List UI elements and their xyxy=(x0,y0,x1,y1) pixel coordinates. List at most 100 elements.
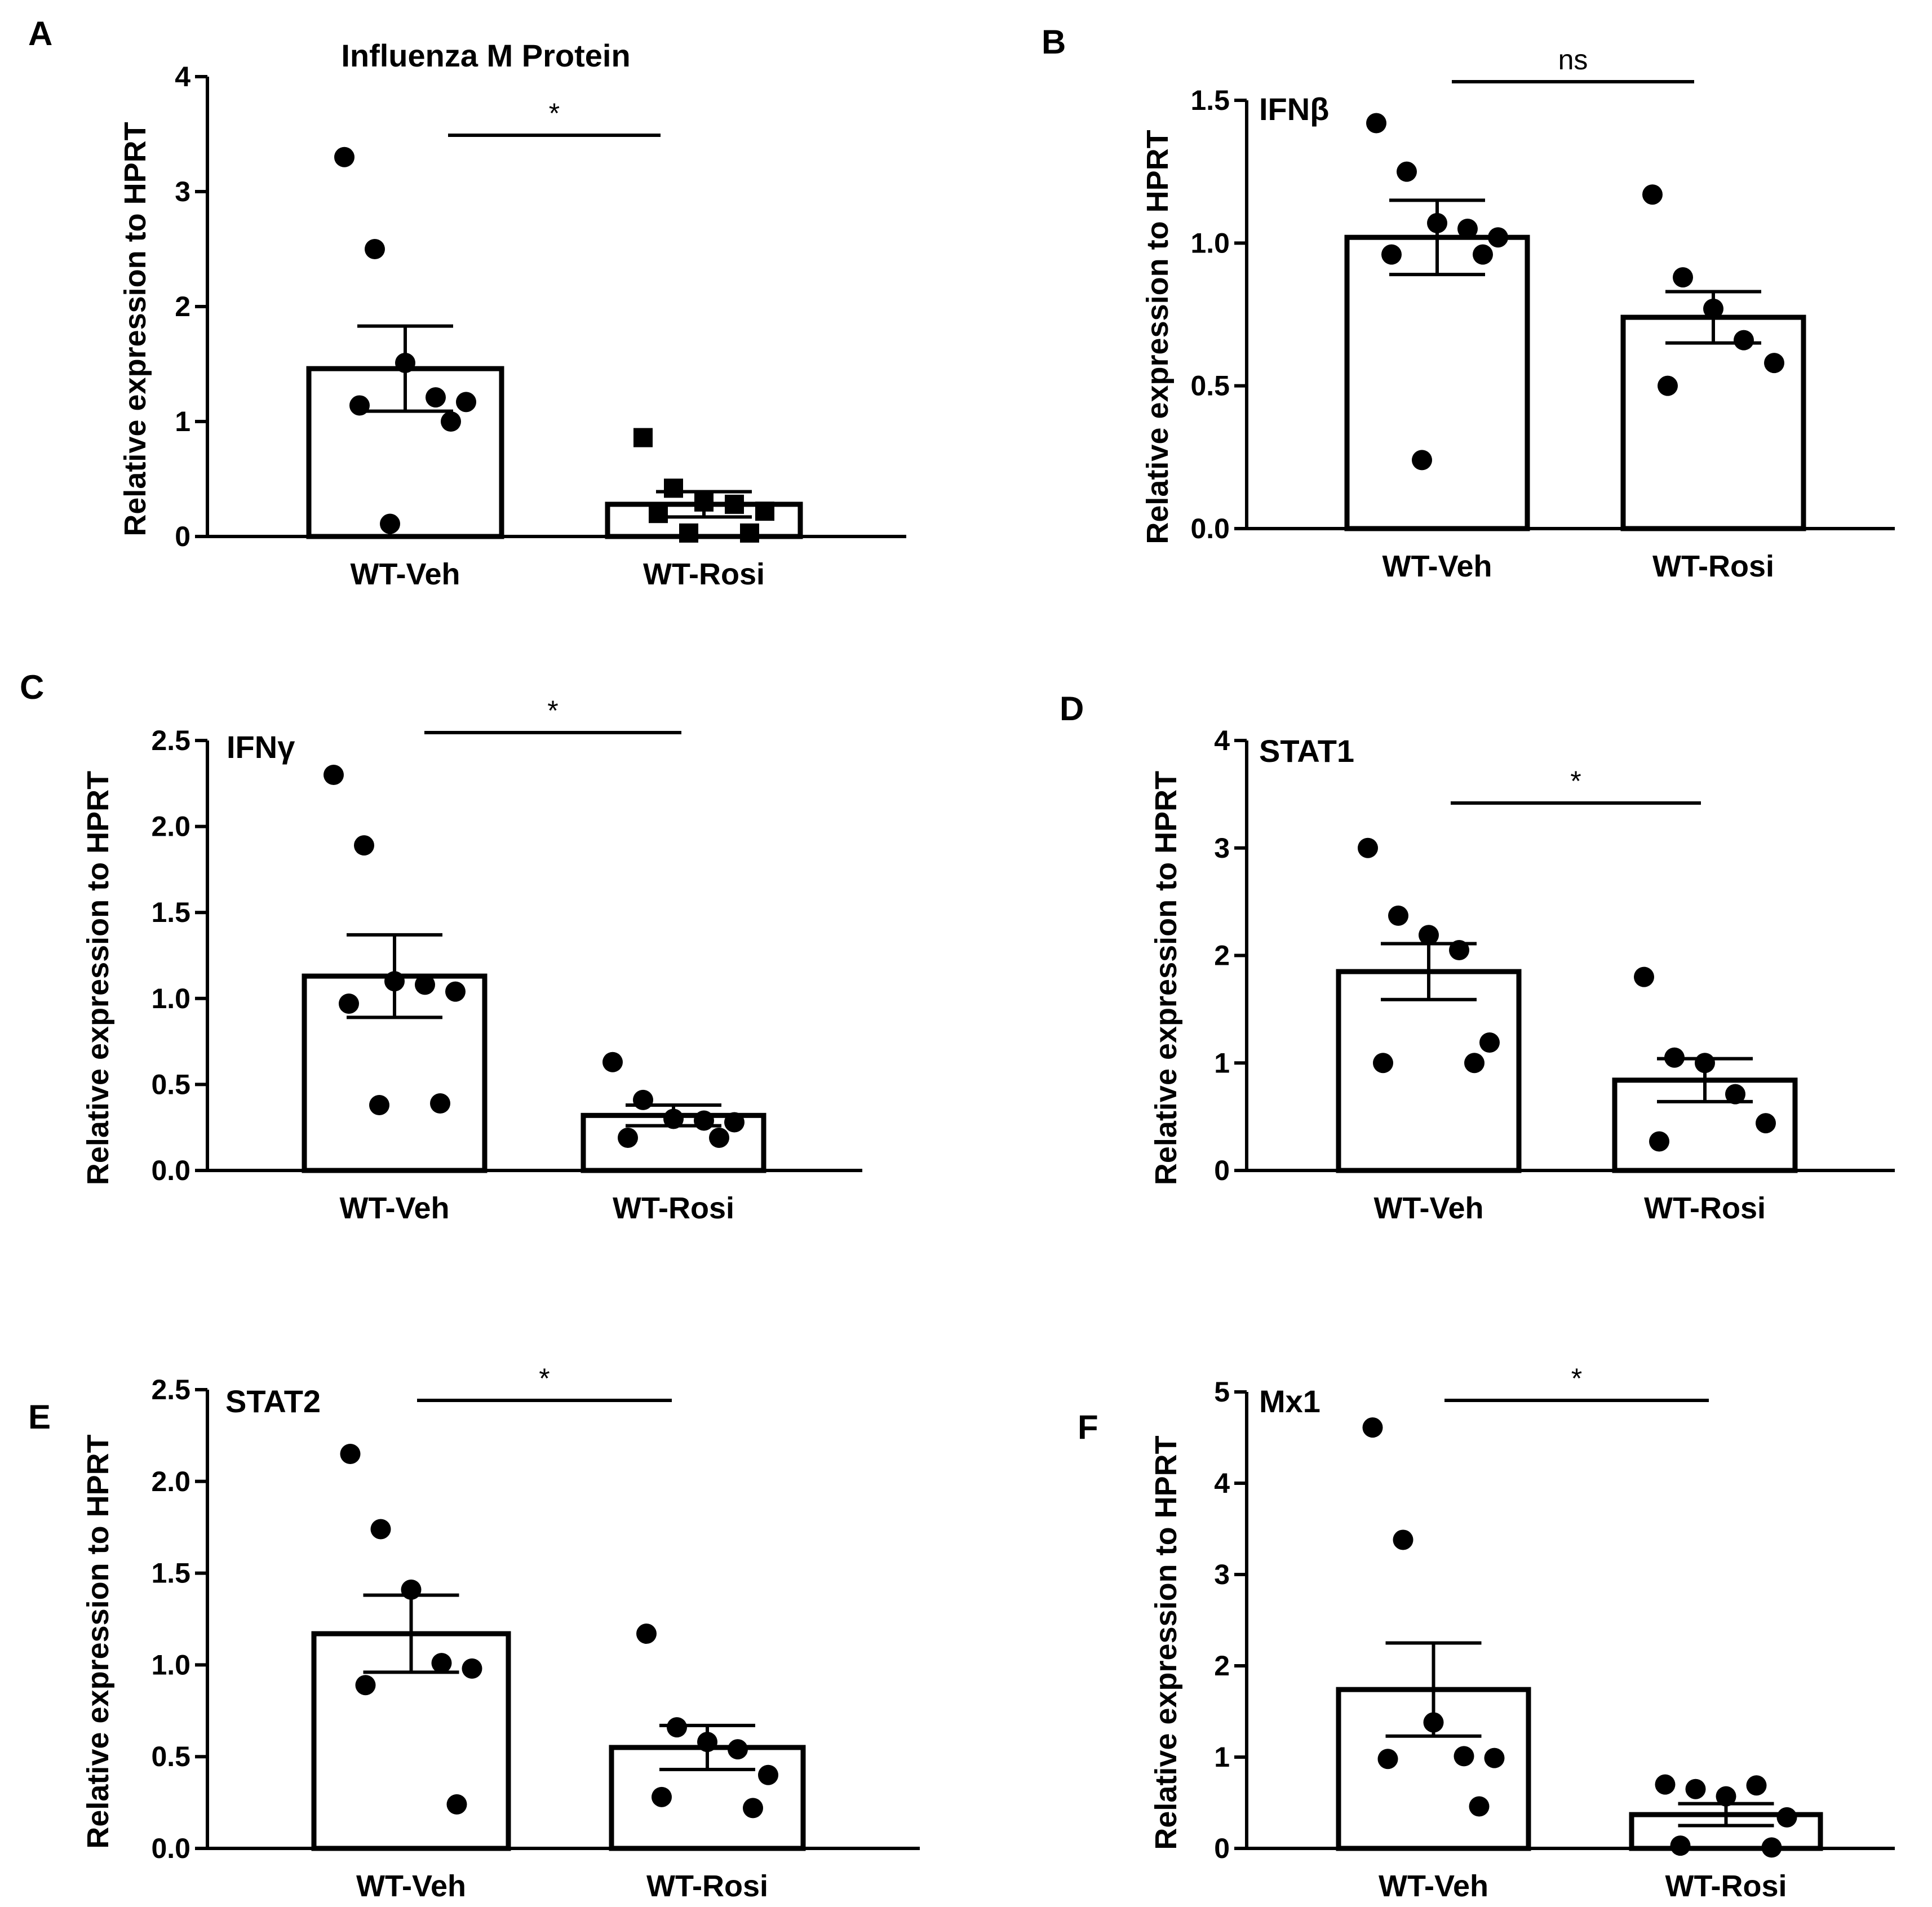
panel-e-point xyxy=(462,1658,482,1679)
panel-d-point xyxy=(1373,1053,1393,1074)
panel-e-letter: E xyxy=(28,1398,51,1436)
panel-e-category-label: WT-Veh xyxy=(356,1869,466,1903)
panel-d-y-tick-label: 4 xyxy=(1214,725,1230,756)
panel-e-point xyxy=(667,1717,687,1738)
panel-f-point xyxy=(1377,1749,1398,1769)
panel-f-category-label: WT-Veh xyxy=(1379,1869,1488,1903)
panel-a-category-label: WT-Rosi xyxy=(643,557,765,591)
panel-c-category-label: WT-Veh xyxy=(339,1191,449,1225)
panel-d-point xyxy=(1725,1084,1745,1105)
panel-c-title: IFNγ xyxy=(227,729,295,765)
panel-c-y-tick-label: 1.5 xyxy=(151,897,190,928)
panel-f-point xyxy=(1469,1796,1490,1817)
panel-c-point xyxy=(415,974,435,995)
panel-e-category-label: WT-Rosi xyxy=(646,1869,768,1903)
panel-e-point xyxy=(652,1786,672,1807)
panel-d: D 0 1 2 3 4 Relative expression to HPRT STAT1 WT… xyxy=(1060,690,1895,1225)
panel-b-point xyxy=(1642,184,1663,205)
panel-d-category-label: WT-Veh xyxy=(1373,1191,1483,1225)
panel-d-y-tick-label: 0 xyxy=(1214,1155,1230,1186)
panel-b-point xyxy=(1703,298,1723,319)
panel-c-point xyxy=(384,971,405,992)
panel-e-y-tick-label: 2.5 xyxy=(151,1374,190,1405)
panel-c-y-tick-label: 0.0 xyxy=(151,1155,190,1186)
panel-f-letter: F xyxy=(1078,1408,1098,1446)
panel-d-point xyxy=(1664,1047,1685,1068)
panel-c-point xyxy=(709,1128,729,1148)
panel-f-point xyxy=(1670,1835,1691,1856)
panel-b-y-tick-label: 1.5 xyxy=(1190,85,1230,116)
panel-f-point xyxy=(1454,1746,1474,1767)
panel-a-point xyxy=(395,352,415,373)
panel-c-point xyxy=(445,981,466,1002)
panel-e-y-tick-label: 0.0 xyxy=(151,1833,190,1864)
panel-b-bar-wt-veh xyxy=(1344,234,1530,531)
panel-e-point xyxy=(431,1653,452,1674)
panel-e: E 0.0 0.5 1.0 1.5 2.0 2.5 Relative expression t… xyxy=(28,1363,920,1903)
panel-a-point xyxy=(649,504,668,524)
panel-c-point xyxy=(663,1108,684,1129)
panel-c-point xyxy=(369,1095,389,1116)
panel-d-letter: D xyxy=(1060,690,1084,728)
panel-f-point xyxy=(1393,1529,1413,1550)
panel-a-y-tick-label: 0 xyxy=(175,521,190,552)
panel-e-point xyxy=(697,1732,717,1753)
panel-b-y-tick-label: 0.5 xyxy=(1190,370,1230,402)
panel-d-point xyxy=(1419,925,1439,946)
panel-c-point xyxy=(694,1110,714,1131)
panel-b-point xyxy=(1734,330,1754,351)
panel-d-point xyxy=(1756,1113,1776,1134)
panel-e-y-tick-label: 2.0 xyxy=(151,1466,190,1497)
panel-f-point xyxy=(1716,1786,1736,1807)
panel-c-point xyxy=(602,1052,623,1072)
panel-a-point xyxy=(740,523,759,543)
panel-f-point xyxy=(1746,1775,1767,1796)
panel-d-point xyxy=(1634,966,1654,987)
panel-c-point xyxy=(430,1093,450,1114)
panel-f-title: Mx1 xyxy=(1259,1383,1321,1419)
panel-b-point xyxy=(1764,353,1784,374)
panel-d-y-tick-label: 3 xyxy=(1214,832,1230,864)
panel-a-category-label: WT-Veh xyxy=(350,557,460,591)
panel-c-category-label: WT-Rosi xyxy=(613,1191,734,1225)
panel-e-y-axis-label: Relative expression to HPRT xyxy=(81,1434,115,1848)
panel-b-y-tick-label: 1.0 xyxy=(1190,227,1230,259)
panel-a-significance-label: * xyxy=(549,97,560,129)
panel-b-bar-wt-rosi xyxy=(1620,314,1806,531)
panel-f-point xyxy=(1484,1748,1505,1768)
panel-b-significance-label: ns xyxy=(1558,44,1588,76)
panel-d-point xyxy=(1464,1053,1485,1074)
panel-f-y-tick-label: 5 xyxy=(1214,1376,1230,1408)
panel-a-point xyxy=(349,395,370,416)
panel-e-point xyxy=(446,1794,467,1815)
panel-c-point xyxy=(339,993,359,1014)
panel-e-significance-label: * xyxy=(539,1363,550,1394)
panel-c-y-tick-label: 2.5 xyxy=(151,725,190,756)
panel-a-point xyxy=(426,387,446,408)
panel-a-point xyxy=(334,147,355,167)
panel-a-point xyxy=(679,523,698,543)
panel-a: A 0 1 2 3 4 Relative expression to HPRT Influen… xyxy=(28,15,906,591)
panel-a-y-tick-label: 2 xyxy=(175,291,190,322)
panel-a-y-tick-label: 1 xyxy=(175,406,190,437)
panel-c-point xyxy=(324,765,344,786)
panel-f-category-label: WT-Rosi xyxy=(1665,1869,1787,1903)
panel-f-y-axis-label: Relative expression to HPRT xyxy=(1149,1435,1183,1850)
panel-a-y-axis-label: Relative expression to HPRT xyxy=(118,122,152,536)
panel-f-significance-label: * xyxy=(1571,1363,1582,1394)
panel-d-category-label: WT-Rosi xyxy=(1644,1191,1766,1225)
panel-d-y-tick-label: 1 xyxy=(1214,1047,1230,1079)
panel-a-point xyxy=(456,392,476,413)
panel-f-y-tick-label: 2 xyxy=(1214,1650,1230,1682)
panel-d-point xyxy=(1649,1131,1669,1152)
panel-f-point xyxy=(1776,1807,1797,1828)
panel-b-y-tick-label: 0.0 xyxy=(1190,513,1230,544)
panel-f-y-tick-label: 4 xyxy=(1214,1467,1230,1499)
panel-e-y-tick-label: 0.5 xyxy=(151,1741,190,1772)
panel-a-point xyxy=(441,411,461,432)
panel-f: F 0 1 2 3 4 5 Relative expression to HPRT Mx1 WT-… xyxy=(1078,1363,1895,1903)
panel-f-point xyxy=(1761,1837,1782,1858)
panel-a-point xyxy=(365,239,385,259)
panel-f-y-tick-label: 1 xyxy=(1214,1741,1230,1773)
